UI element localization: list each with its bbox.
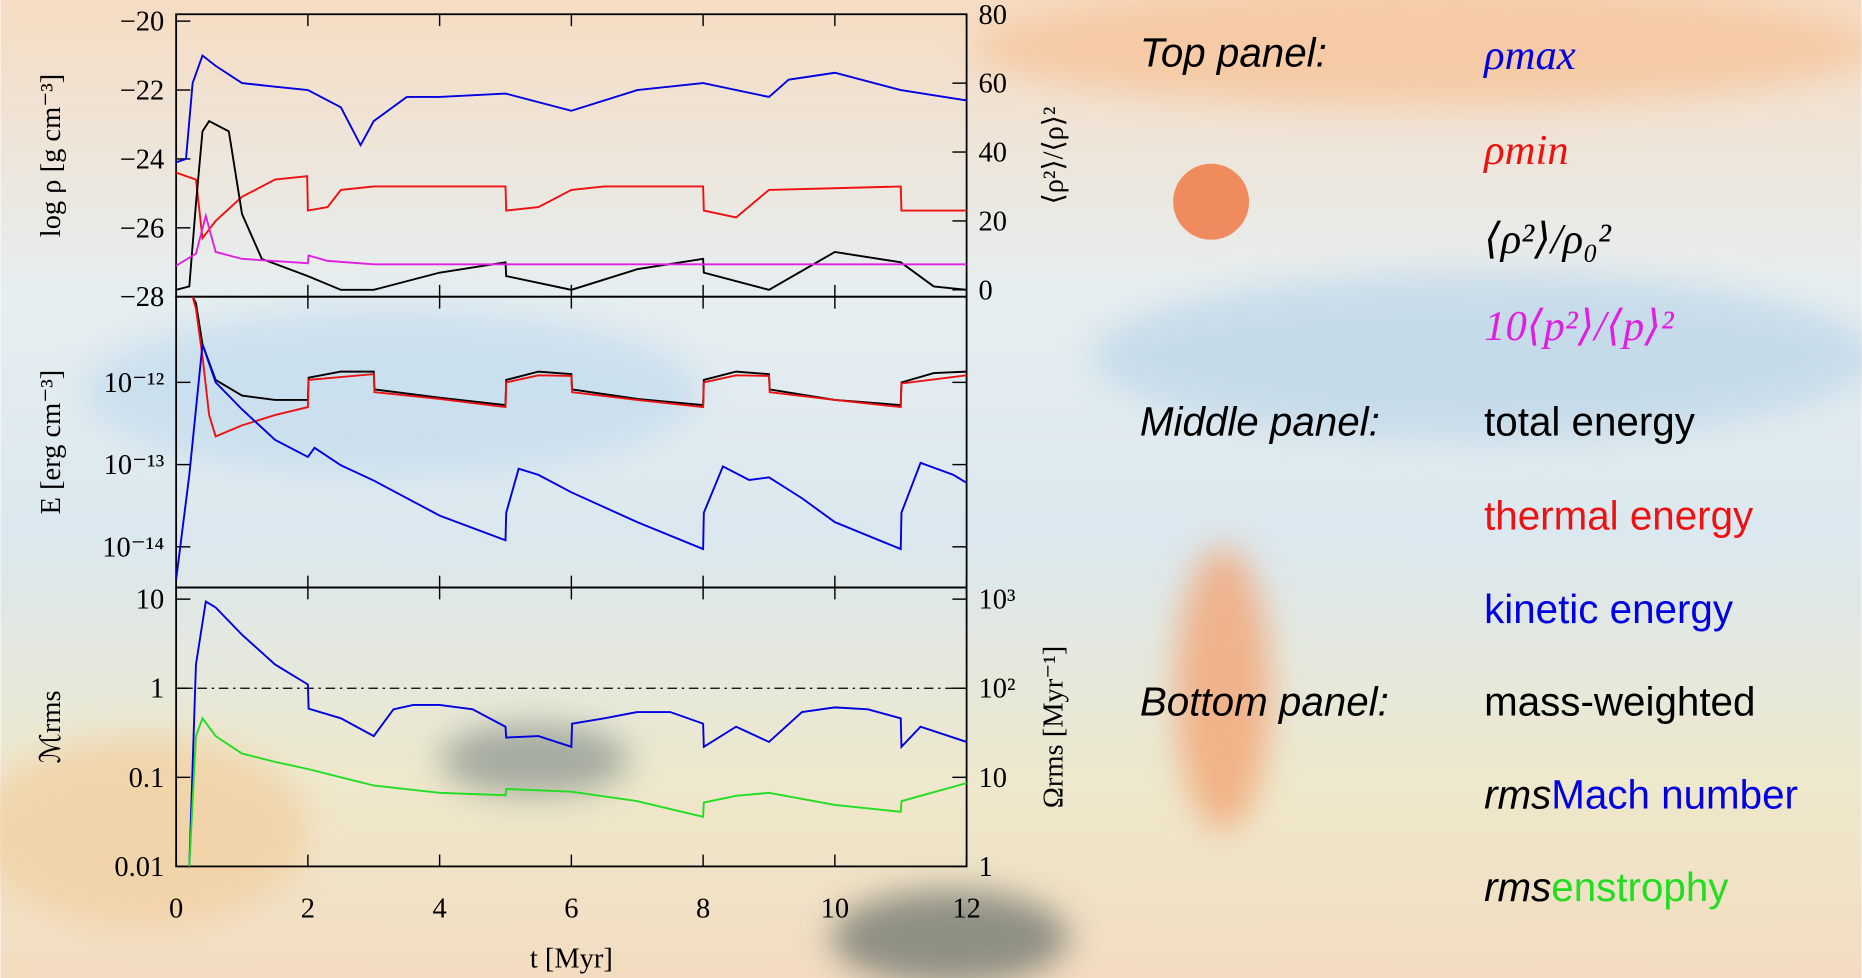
- y2-tick-label: 10: [978, 763, 1006, 794]
- legend-entry: kinetic energy: [1484, 586, 1734, 632]
- legend-heading: Top panel:: [1140, 29, 1327, 75]
- x-tick-label: 4: [433, 893, 447, 924]
- y-tick-label: −28: [120, 282, 165, 313]
- legend-heading: Bottom panel:: [1140, 679, 1389, 725]
- y-tick-label: −22: [120, 76, 165, 107]
- y2-tick-label: 20: [978, 206, 1006, 237]
- y-tick-label: 10⁻¹²: [104, 368, 165, 399]
- legend-entry: rmsenstrophy: [1484, 864, 1729, 910]
- y-tick-label: 10⁻¹⁴: [102, 532, 164, 563]
- y-tick-label: 0.1: [129, 763, 165, 794]
- y-tick-label: −20: [120, 7, 165, 38]
- y2-tick-label: 1: [978, 852, 992, 883]
- x-tick-label: 12: [952, 893, 980, 924]
- figure: −20−22−24−26−28020406080log ρ [g cm⁻³]⟨ρ…: [0, 0, 1862, 978]
- y-tick-label: −26: [120, 213, 165, 244]
- y2-axis-label: Ωrms [Myr⁻¹]: [1039, 646, 1070, 809]
- y-tick-label: 10: [136, 585, 164, 616]
- legend-label: enstrophy: [1551, 864, 1729, 910]
- x-tick-label: 6: [564, 893, 578, 924]
- page: −20−22−24−26−28020406080log ρ [g cm⁻³]⟨ρ…: [0, 0, 1862, 978]
- x-axis-label: t [Myr]: [530, 943, 613, 974]
- legend-label: Mach number: [1551, 771, 1798, 817]
- y2-tick-label: 60: [978, 69, 1006, 100]
- y-tick-label: 1: [150, 674, 164, 705]
- y2-tick-label: 0: [978, 275, 992, 306]
- x-tick-label: 10: [821, 893, 849, 924]
- legend-note: mass-weighted: [1484, 679, 1755, 725]
- boat: [440, 724, 630, 795]
- legend-prefix: rms: [1484, 864, 1551, 910]
- sun: [1173, 164, 1249, 240]
- legend-heading: Middle panel:: [1140, 399, 1380, 445]
- legend-entry: ⟨ρ²⟩/ρ₀²: [1484, 216, 1612, 263]
- legend-entry: thermal energy: [1484, 492, 1754, 538]
- legend-entry: ρmin: [1482, 127, 1569, 174]
- y2-tick-label: 40: [978, 138, 1006, 169]
- y-axis-label: ℳrms: [36, 690, 67, 763]
- legend-prefix: rms: [1484, 771, 1551, 817]
- y-tick-label: −24: [120, 144, 165, 175]
- y-axis-label: log ρ [g cm⁻³]: [36, 74, 67, 237]
- legend-entry: ρmax: [1482, 32, 1576, 79]
- x-tick-label: 0: [169, 893, 183, 924]
- y2-tick-label: 80: [978, 0, 1006, 31]
- y2-tick-label: 10³: [978, 585, 1015, 616]
- y-tick-label: 0.01: [114, 852, 164, 883]
- x-tick-label: 8: [696, 893, 710, 924]
- y-tick-label: 10⁻¹³: [104, 450, 165, 481]
- legend-entry: total energy: [1484, 399, 1696, 445]
- x-tick-label: 2: [301, 893, 315, 924]
- legend-entry: 10⟨p²⟩/⟨p⟩²: [1484, 303, 1675, 350]
- y2-tick-label: 10²: [978, 674, 1015, 705]
- y2-axis-label: ⟨ρ²⟩/⟨ρ⟩²: [1039, 107, 1070, 205]
- legend-entry: rmsMach number: [1484, 771, 1798, 817]
- y-axis-label: E [erg cm⁻³]: [36, 370, 67, 515]
